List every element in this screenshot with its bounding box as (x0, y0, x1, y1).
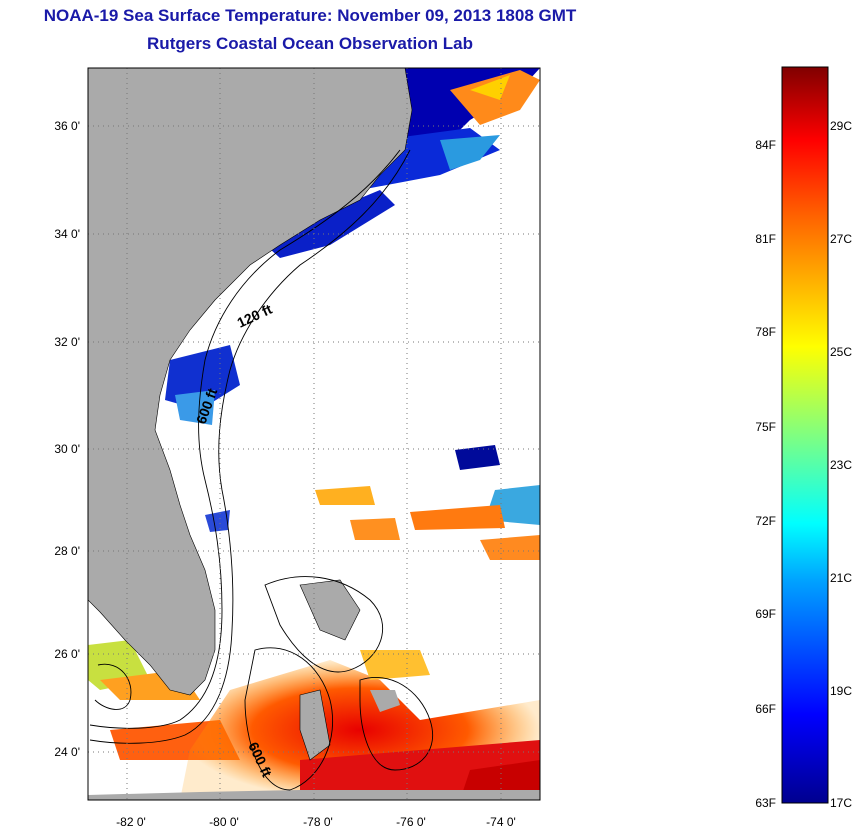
lon-tick: -82 0' (116, 815, 146, 829)
lat-tick: 26 0' (54, 647, 80, 661)
colorbar-c-label: 19C (830, 684, 852, 698)
fahrenheit-labels: 84F 81F 78F 75F 72F 69F 66F 63F (755, 138, 776, 810)
colorbar: 84F 81F 78F 75F 72F 69F 66F 63F 29C 27C … (755, 66, 852, 810)
lat-tick: 28 0' (54, 544, 80, 558)
colorbar-f-label: 84F (755, 138, 776, 152)
colorbar-f-label: 78F (755, 325, 776, 339)
lon-tick: -80 0' (209, 815, 239, 829)
latitude-axis: 36 0' 34 0' 32 0' 30 0' 28 0' 26 0' 24 0… (54, 119, 80, 759)
colorbar-f-label: 66F (755, 702, 776, 716)
lat-tick: 24 0' (54, 745, 80, 759)
colorbar-c-label: 29C (830, 119, 852, 133)
lon-tick: -78 0' (303, 815, 333, 829)
map-frame (87, 67, 541, 801)
lat-tick: 34 0' (54, 227, 80, 241)
celsius-labels: 29C 27C 25C 23C 21C 19C 17C (830, 119, 852, 810)
graticule (88, 68, 540, 800)
colorbar-c-label: 21C (830, 571, 852, 585)
colorbar-f-label: 81F (755, 232, 776, 246)
lon-tick: -74 0' (486, 815, 516, 829)
colorbar-f-label: 63F (755, 796, 776, 810)
map-title: NOAA-19 Sea Surface Temperature: Novembe… (43, 6, 577, 25)
colorbar-c-label: 25C (830, 345, 852, 359)
colorbar-f-label: 72F (755, 514, 776, 528)
colorbar-c-label: 17C (830, 796, 852, 810)
warm-water-patches (88, 486, 540, 800)
colorbar-gradient (781, 66, 829, 804)
depth-contours (89, 149, 434, 791)
map-subtitle: Rutgers Coastal Ocean Observation Lab (147, 34, 473, 53)
land (88, 68, 540, 800)
lon-tick: -76 0' (396, 815, 426, 829)
lat-tick: 30 0' (54, 442, 80, 456)
colorbar-f-label: 75F (755, 420, 776, 434)
lat-tick: 32 0' (54, 335, 80, 349)
lat-tick: 36 0' (54, 119, 80, 133)
colorbar-c-label: 27C (830, 232, 852, 246)
longitude-axis: -82 0' -80 0' -78 0' -76 0' -74 0' (116, 815, 516, 829)
colorbar-f-label: 69F (755, 607, 776, 621)
colorbar-c-label: 23C (830, 458, 852, 472)
